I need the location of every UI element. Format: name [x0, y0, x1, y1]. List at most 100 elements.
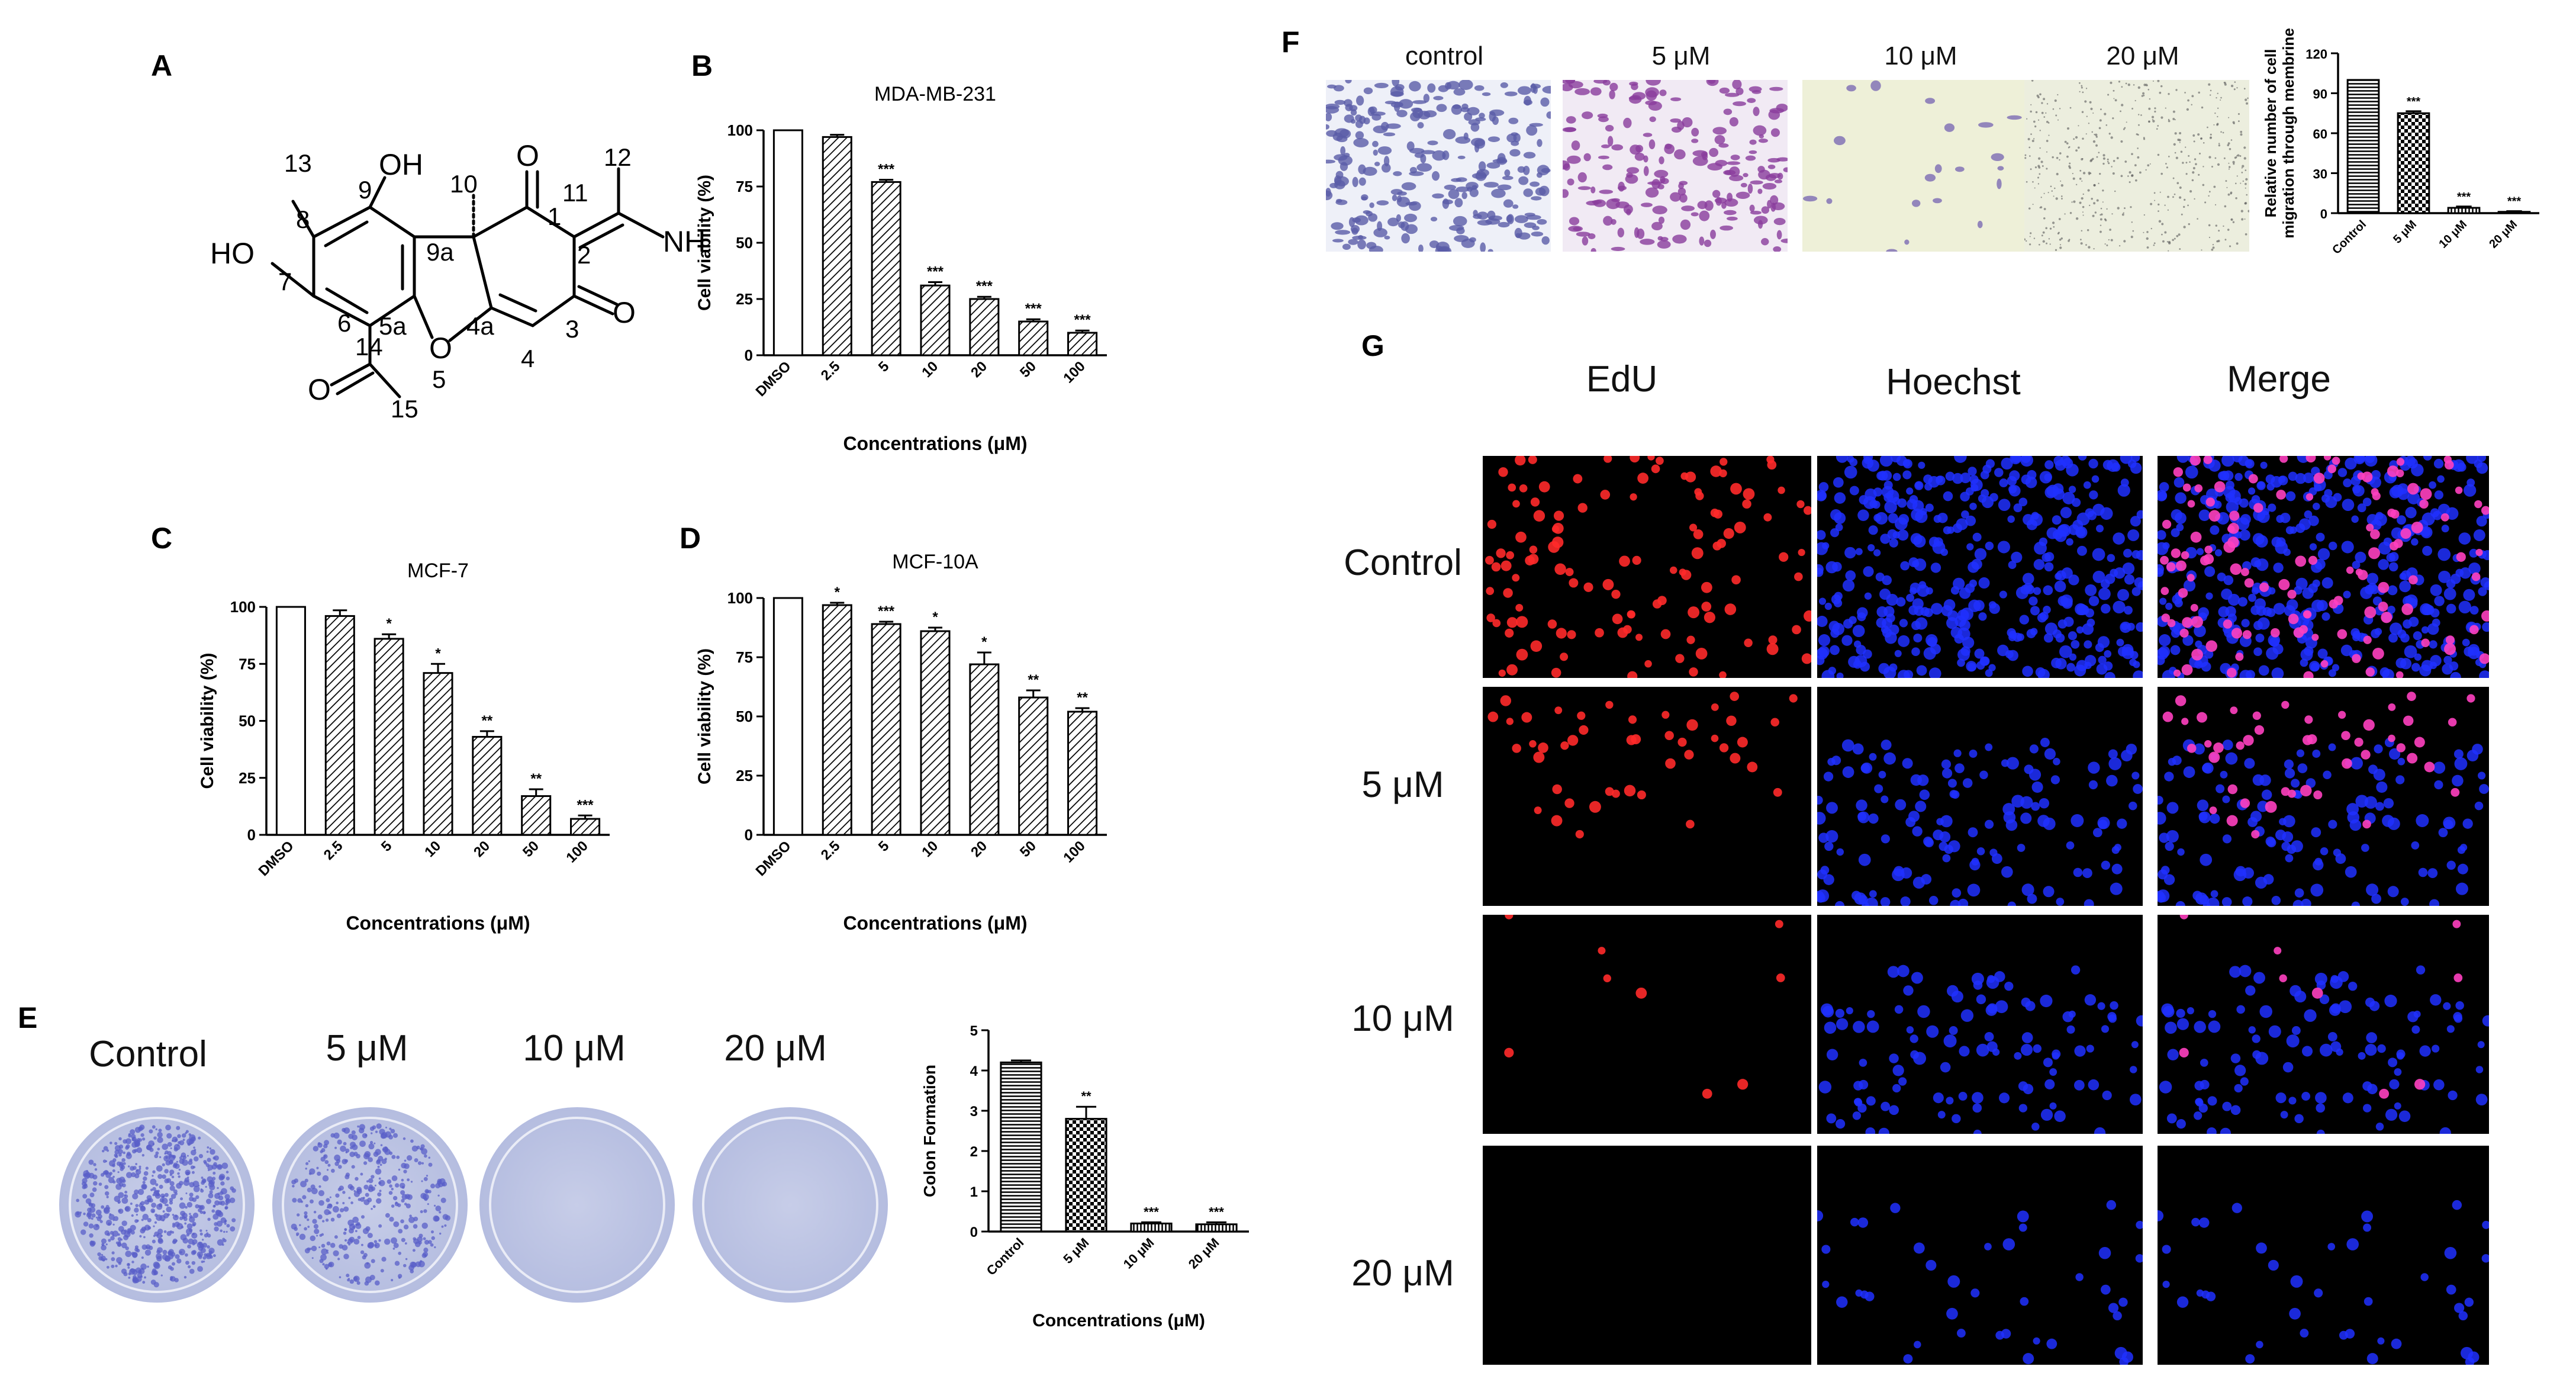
panel-label-e: E — [18, 1001, 38, 1034]
atom-label: 5a — [379, 312, 407, 340]
y-tick-label: 75 — [239, 655, 256, 673]
bar — [1018, 320, 1049, 356]
panel-label-f: F — [1281, 25, 1300, 59]
x-tick-label: 10 — [421, 838, 444, 860]
x-tick-label: 5 μM — [2391, 218, 2419, 246]
atom-label: 9 — [358, 176, 372, 204]
y-tick-label: 75 — [736, 648, 753, 666]
colony-label: Control — [89, 1034, 207, 1075]
edu-row-label: 20 μM — [1351, 1253, 1454, 1294]
edu-image — [1483, 1146, 1811, 1365]
y-tick-label: 50 — [736, 234, 753, 252]
edu-image — [1483, 915, 1811, 1134]
atom-label: O — [516, 139, 539, 172]
y-tick-label: 100 — [727, 589, 753, 607]
bar — [969, 663, 1000, 836]
significance-label: * — [386, 616, 392, 632]
panel-label-a: A — [151, 49, 173, 82]
bar — [1195, 1223, 1238, 1233]
edu-row-label: 5 μM — [1361, 764, 1444, 805]
bar — [920, 630, 951, 836]
migration-label: 5 μM — [1651, 41, 1711, 70]
x-tick-label: 2.5 — [818, 838, 843, 863]
significance-label: *** — [2407, 95, 2421, 108]
bar-chart-colony-formation: 0 1 2 3 4 5 Control ** 5 μM *** 10 μM *** 20 μM Colon… — [920, 1023, 1249, 1330]
atom-label: 2 — [577, 241, 591, 269]
significance-label: ** — [1028, 672, 1039, 688]
edu-image — [1483, 687, 1811, 906]
y-tick-label: 120 — [2305, 47, 2327, 62]
bar — [772, 597, 803, 836]
y-axis-label: migration through membrine — [2279, 28, 2297, 238]
bar-chart-mcf-10a: MCF-10A 0 25 50 75 100 DMSO * 2.5 *** 5 * 10 * 20 ** 50 *… — [695, 551, 1107, 934]
edu-image — [1817, 1146, 2143, 1365]
atom-label: 13 — [284, 149, 312, 177]
x-tick-label: Control — [984, 1235, 1027, 1278]
x-tick-label: 2.5 — [321, 838, 346, 863]
significance-label: * — [932, 609, 938, 625]
x-tick-label: 50 — [1017, 838, 1039, 860]
y-tick-label: 90 — [2313, 87, 2327, 102]
atom-label: 11 — [562, 179, 588, 207]
migration-photo — [1563, 80, 1788, 252]
significance-label: * — [835, 584, 841, 600]
atom-label: O — [308, 373, 331, 406]
y-tick-label: 60 — [2313, 127, 2327, 142]
significance-label: *** — [878, 603, 895, 619]
edu-image — [2158, 687, 2489, 906]
panel-label-g: G — [1361, 329, 1384, 362]
significance-label: *** — [976, 278, 993, 294]
y-axis-label: Cell viability (%) — [695, 175, 714, 311]
significance-label: *** — [1144, 1204, 1159, 1219]
x-tick-label: 5 — [875, 838, 893, 855]
y-tick-label: 0 — [970, 1224, 978, 1240]
y-tick-label: 50 — [736, 708, 753, 725]
bar — [2346, 79, 2380, 214]
x-axis-label: Concentrations (μM) — [346, 912, 530, 934]
chemical-structure: 13 8 9 OH 10 O 1 12 11 NH 2 HO 7 9a 6 5a… — [210, 139, 706, 423]
colony-dish — [59, 1107, 255, 1303]
x-tick-label: 20 μM — [1186, 1235, 1222, 1272]
x-tick-label: 20 — [471, 838, 493, 860]
y-tick-label: 5 — [970, 1023, 978, 1039]
bar — [1065, 1118, 1107, 1233]
atom-label: 5 — [432, 365, 446, 393]
significance-label: *** — [1025, 301, 1042, 317]
x-tick-label: 10 — [919, 838, 941, 860]
bar — [822, 604, 852, 836]
significance-label: *** — [2457, 191, 2471, 204]
y-tick-label: 25 — [736, 767, 753, 785]
y-tick-label: 0 — [745, 826, 753, 844]
bar — [772, 129, 803, 356]
atom-label: 10 — [450, 170, 478, 198]
bar — [275, 606, 306, 836]
edu-image — [1483, 456, 1811, 678]
edu-image — [1817, 456, 2143, 678]
significance-label: *** — [927, 264, 944, 280]
y-tick-label: 1 — [970, 1184, 978, 1200]
bar — [969, 298, 1000, 356]
bar-chart-cell-migration: 0 30 60 90 120 Control *** 5 μM *** 10 μM *** 20 μM… — [2262, 28, 2539, 257]
x-tick-label: 50 — [1017, 358, 1039, 381]
atom-label: 7 — [278, 268, 292, 295]
y-tick-label: 4 — [970, 1063, 978, 1079]
x-tick-label: 10 — [919, 358, 941, 381]
atom-label: 6 — [337, 309, 351, 337]
x-tick-label: Control — [2330, 218, 2369, 257]
chart-title: MCF-7 — [407, 560, 469, 582]
x-axis-label: Concentrations (μM) — [843, 912, 1027, 934]
bar — [2397, 112, 2430, 214]
atom-label: 14 — [355, 333, 383, 361]
x-tick-label: 100 — [563, 838, 591, 866]
x-tick-label: 20 μM — [2487, 218, 2520, 251]
panel-label-b: B — [691, 49, 713, 82]
colony-label: 5 μM — [326, 1028, 408, 1069]
y-tick-label: 25 — [736, 290, 753, 308]
bar — [822, 136, 852, 356]
bar — [1067, 332, 1098, 356]
chart-title: MCF-10A — [892, 551, 978, 573]
edu-image — [1817, 687, 2143, 906]
y-tick-label: 0 — [745, 346, 753, 364]
edu-column-label: Merge — [2227, 359, 2331, 400]
significance-label: * — [981, 634, 987, 650]
